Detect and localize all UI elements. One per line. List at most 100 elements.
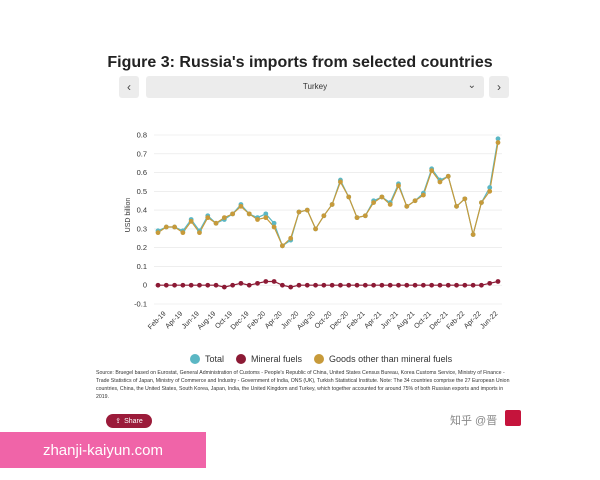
- data-point[interactable]: [346, 282, 352, 288]
- data-point[interactable]: [313, 282, 318, 288]
- data-point[interactable]: [338, 282, 343, 288]
- data-point[interactable]: [263, 215, 269, 221]
- data-point[interactable]: [271, 224, 277, 230]
- data-point[interactable]: [255, 280, 260, 286]
- data-point[interactable]: [304, 207, 310, 213]
- data-point[interactable]: [495, 140, 501, 145]
- data-point[interactable]: [379, 282, 385, 288]
- data-point[interactable]: [188, 282, 194, 288]
- data-point[interactable]: [296, 282, 302, 288]
- data-point[interactable]: [321, 213, 327, 219]
- data-point[interactable]: [255, 217, 260, 222]
- data-point[interactable]: [172, 282, 177, 288]
- data-point[interactable]: [437, 179, 443, 185]
- data-point[interactable]: [163, 282, 169, 288]
- data-point[interactable]: [221, 284, 227, 290]
- data-point[interactable]: [429, 282, 435, 288]
- data-point[interactable]: [454, 203, 459, 209]
- previous-button[interactable]: ‹: [119, 76, 139, 98]
- data-point[interactable]: [470, 282, 476, 288]
- legend-item-total[interactable]: Total: [190, 354, 224, 364]
- data-point[interactable]: [321, 282, 327, 288]
- country-select-value: Turkey: [302, 82, 328, 91]
- data-point[interactable]: [279, 243, 285, 249]
- data-point[interactable]: [437, 282, 443, 288]
- data-point[interactable]: [445, 173, 451, 179]
- data-point[interactable]: [479, 200, 484, 206]
- data-point[interactable]: [155, 282, 161, 288]
- data-point[interactable]: [487, 280, 493, 286]
- data-point[interactable]: [221, 215, 227, 221]
- data-point[interactable]: [205, 282, 211, 288]
- data-point[interactable]: [462, 282, 468, 288]
- data-point[interactable]: [246, 211, 252, 217]
- data-point[interactable]: [296, 209, 302, 215]
- data-point[interactable]: [188, 218, 194, 224]
- data-point[interactable]: [304, 282, 310, 288]
- data-point[interactable]: [288, 235, 294, 241]
- data-point[interactable]: [487, 185, 493, 190]
- data-point[interactable]: [487, 188, 493, 194]
- data-point[interactable]: [354, 282, 360, 288]
- data-point[interactable]: [462, 196, 468, 202]
- data-point[interactable]: [412, 198, 418, 204]
- data-point[interactable]: [371, 282, 377, 288]
- data-point[interactable]: [429, 168, 435, 174]
- data-point[interactable]: [445, 282, 451, 288]
- data-point[interactable]: [346, 194, 352, 200]
- data-point[interactable]: [172, 224, 177, 230]
- data-point[interactable]: [387, 202, 393, 207]
- data-point[interactable]: [238, 203, 244, 209]
- data-point[interactable]: [495, 279, 501, 284]
- data-point[interactable]: [197, 230, 202, 236]
- data-point[interactable]: [387, 282, 393, 288]
- data-point[interactable]: [263, 279, 269, 284]
- data-point[interactable]: [288, 284, 294, 290]
- data-point[interactable]: [420, 282, 426, 288]
- x-tick-label: Aug-21: [396, 310, 417, 331]
- data-point[interactable]: [396, 282, 401, 288]
- chart-title: Figure 3: Russia's imports from selected…: [107, 54, 493, 71]
- data-point[interactable]: [396, 183, 401, 189]
- legend-item-goods-other[interactable]: Goods other than mineral fuels: [314, 354, 452, 364]
- data-point[interactable]: [362, 282, 368, 288]
- data-point[interactable]: [404, 203, 410, 209]
- y-tick-label: 0.2: [137, 243, 147, 252]
- data-point[interactable]: [213, 282, 219, 288]
- data-point[interactable]: [329, 282, 335, 288]
- next-button[interactable]: ›: [489, 76, 509, 98]
- data-point[interactable]: [420, 192, 426, 198]
- data-point[interactable]: [371, 200, 377, 206]
- data-point[interactable]: [180, 282, 186, 288]
- data-point[interactable]: [329, 202, 335, 207]
- data-point[interactable]: [180, 230, 186, 236]
- data-point[interactable]: [263, 211, 269, 217]
- data-point[interactable]: [271, 220, 277, 226]
- data-point[interactable]: [197, 282, 202, 288]
- data-point[interactable]: [230, 211, 236, 217]
- data-point[interactable]: [479, 282, 484, 288]
- data-point[interactable]: [404, 282, 410, 288]
- legend-label-total: Total: [205, 354, 225, 364]
- data-point[interactable]: [412, 282, 418, 288]
- legend-item-mineral-fuels[interactable]: Mineral fuels: [236, 354, 302, 364]
- data-point[interactable]: [230, 282, 236, 288]
- data-point[interactable]: [354, 215, 360, 221]
- data-point[interactable]: [213, 220, 219, 226]
- data-point[interactable]: [470, 232, 476, 237]
- data-point[interactable]: [454, 282, 459, 288]
- data-point[interactable]: [163, 224, 169, 230]
- data-point[interactable]: [338, 179, 343, 185]
- data-point[interactable]: [155, 230, 161, 236]
- data-point[interactable]: [279, 282, 285, 288]
- data-point[interactable]: [362, 213, 368, 219]
- data-point[interactable]: [313, 226, 318, 232]
- data-point[interactable]: [379, 194, 385, 200]
- data-point[interactable]: [246, 282, 252, 288]
- share-button[interactable]: ⇪ Share: [106, 414, 152, 428]
- country-select[interactable]: Turkey ⌄: [146, 76, 484, 98]
- data-point[interactable]: [271, 279, 277, 284]
- data-point[interactable]: [495, 136, 501, 142]
- data-point[interactable]: [238, 280, 244, 286]
- data-point[interactable]: [205, 215, 211, 221]
